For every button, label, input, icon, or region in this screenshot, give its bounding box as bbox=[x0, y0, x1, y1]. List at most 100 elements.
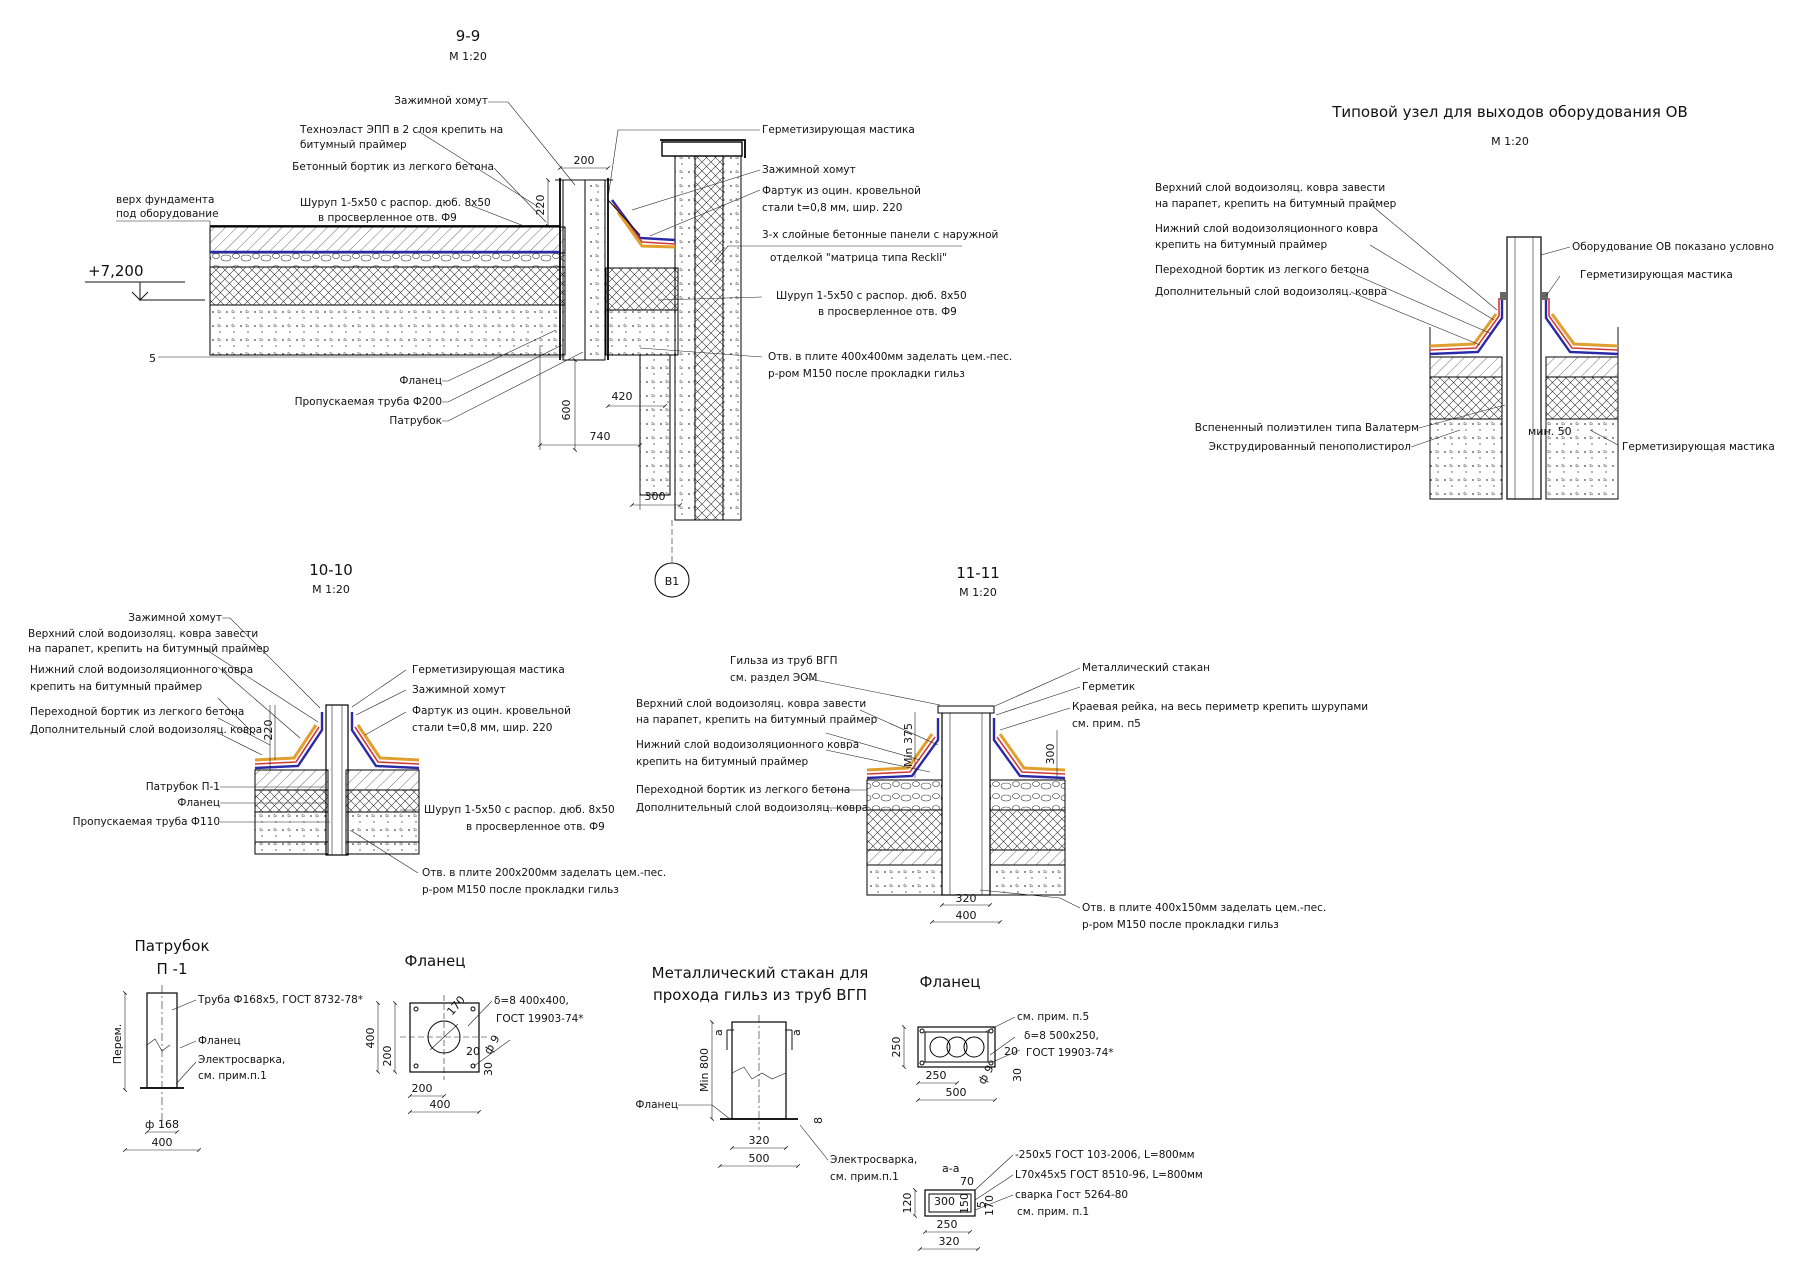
label-upper-layer-11-2: на парапет, крепить на битумный праймер bbox=[636, 714, 878, 726]
label-extra-layer-11: Дополнительный слой водоизоляц. ковра bbox=[636, 802, 868, 814]
label-sleeve-1: Гильза из труб ВГП bbox=[730, 655, 838, 667]
spigot-title-2: П -1 bbox=[156, 960, 187, 978]
typical-node-title: Типовой узел для выходов оборудования ОВ bbox=[1331, 103, 1688, 121]
cup-dim-min800: Min 800 bbox=[698, 1048, 711, 1092]
label-clamp-10-2: Зажимной хомут bbox=[412, 684, 506, 696]
spigot-var: Перем. bbox=[111, 1024, 124, 1065]
label-equipment: Оборудование ОВ показано условно bbox=[1572, 241, 1774, 253]
label-clamp-10: Зажимной хомут bbox=[128, 612, 222, 624]
label-technoelast-1: Техноэласт ЭПП в 2 слоя крепить на bbox=[299, 124, 503, 136]
label-curb-10: Переходной бортик из легкого бетона bbox=[30, 706, 244, 718]
label-mastic-10: Герметизирующая мастика bbox=[412, 664, 565, 676]
aa-dim-250: 250 bbox=[937, 1218, 958, 1231]
aa-dim-300: 300 bbox=[934, 1195, 955, 1208]
section-10-10: 10-10 М 1:20 bbox=[28, 561, 666, 896]
label-panel-2: отделкой "матрица типа Reckli" bbox=[770, 252, 947, 264]
label-flange: Фланец bbox=[399, 375, 442, 387]
leaders-typical bbox=[1343, 203, 1619, 448]
svg-text:600: 600 bbox=[560, 400, 573, 421]
label-lower-layer-10-1: Нижний слой водоизоляционного ковра bbox=[30, 664, 253, 676]
section-11-11: 11-11 М 1:20 bbox=[636, 564, 1368, 931]
flange1-dim-20: 20 bbox=[466, 1045, 480, 1058]
dim-min375: Min 375 bbox=[902, 723, 915, 767]
axis-bubble-b1: В1 bbox=[654, 520, 690, 598]
flange2-dim-500: 500 bbox=[946, 1086, 967, 1099]
label-hole-1: Отв. в плите 400х400мм заделать цем.-пес… bbox=[768, 351, 1012, 363]
section-9-9: 9-9 М 1:20 bbox=[85, 27, 1012, 598]
leaders-11-11: Min 375 300 320 400 bbox=[804, 667, 1081, 925]
typical-node-ov: Типовой узел для выходов оборудования ОВ… bbox=[1155, 103, 1775, 500]
aa-spec-3: сварка Гост 5264-80 bbox=[1015, 1189, 1128, 1201]
cup-dim-320: 320 bbox=[749, 1134, 770, 1147]
flange1-dim-170: 170 bbox=[444, 993, 467, 1017]
label-lower-layer-10-2: крепить на битумный праймер bbox=[30, 681, 202, 693]
svg-text:200: 200 bbox=[574, 154, 595, 167]
cut-mark-left: а bbox=[712, 1029, 725, 1036]
dim-min50: мин. 50 bbox=[1528, 425, 1572, 438]
level-mark: +7,200 5 bbox=[85, 262, 565, 365]
labels-right-9-9: Герметизирующая мастика Зажимной хомут Ф… bbox=[762, 124, 1012, 380]
svg-text:420: 420 bbox=[612, 390, 633, 403]
label-extra-layer: Дополнительный слой водоизоляц. ковра bbox=[1155, 286, 1387, 298]
label-technoelast-2: битумный праймер bbox=[300, 139, 407, 151]
label-flashing-2: стали t=0,8 мм, шир. 220 bbox=[762, 202, 902, 214]
dims-9-9: 200 220 420 600 740 300 bbox=[534, 154, 683, 510]
flange1-spec-2: ГОСТ 19903-74* bbox=[496, 1013, 584, 1025]
flange2-dim-250v: 250 bbox=[890, 1037, 903, 1058]
spigot-pipe-spec: Труба Ф168х5, ГОСТ 8732-78* bbox=[197, 994, 363, 1006]
aa-dim-320: 320 bbox=[939, 1235, 960, 1248]
cup-weld-1: Электросварка, bbox=[830, 1154, 917, 1166]
detail-flange-500: Фланец см. прим. п.5 δ=8 500х250, ГОСТ 1… bbox=[890, 973, 1114, 1103]
labels-11-11: Гильза из труб ВГП см. раздел ЭОМ Верхни… bbox=[636, 655, 1368, 931]
label-upper-layer-11-1: Верхний слой водоизоляц. ковра завести bbox=[636, 698, 866, 710]
label-mastic-typ: Герметизирующая мастика bbox=[1580, 269, 1733, 281]
label-foam-pe: Вспененный полиэтилен типа Валатерм bbox=[1195, 422, 1419, 434]
flange1-dim-400v: 400 bbox=[364, 1028, 377, 1049]
flange2-spec-1: δ=8 500х250, bbox=[1024, 1030, 1099, 1042]
cut-mark-right: а bbox=[790, 1029, 803, 1036]
label-mastic: Герметизирующая мастика bbox=[762, 124, 915, 136]
labels-10-10: Зажимной хомут Верхний слой водоизоляц. … bbox=[28, 612, 666, 896]
aa-spec-1: -250х5 ГОСТ 103-2006, L=800мм bbox=[1015, 1149, 1195, 1161]
label-sleeve-2: см. раздел ЭОМ bbox=[730, 672, 817, 684]
label-curb-11: Переходной бортик из легкого бетона bbox=[636, 784, 850, 796]
label-curb: Бетонный бортик из легкого бетона bbox=[292, 161, 494, 173]
label-metal-cup: Металлический стакан bbox=[1082, 662, 1210, 674]
label-pipe-200: Пропускаемая труба Ф200 bbox=[295, 396, 442, 408]
cup-weld-2: см. прим.п.1 bbox=[830, 1171, 899, 1183]
cup-title-1: Металлический стакан для bbox=[652, 964, 869, 982]
spigot-dim-168: ф 168 bbox=[145, 1118, 179, 1131]
cup-title-2: прохода гильз из труб ВГП bbox=[653, 986, 867, 1004]
label-clamp: Зажимной хомут bbox=[394, 95, 488, 107]
detail-flange-400: Фланец δ=8 400х400, ГОСТ 19903-74* 170 2… bbox=[364, 952, 584, 1115]
typical-node-drawing bbox=[1429, 236, 1619, 500]
label-upper-layer-1: Верхний слой водоизоляц. ковра завести bbox=[1155, 182, 1385, 194]
spigot-weld-1: Электросварка, bbox=[198, 1054, 285, 1066]
label-panel-1: 3-х слойные бетонные панели с наружной bbox=[762, 229, 998, 241]
label-screw-2: в просверленное отв. Ф9 bbox=[318, 212, 457, 224]
detail-section-aa: а-а -250х5 ГОСТ 103-2006, L=800мм L70х45… bbox=[901, 1149, 1203, 1252]
label-screw-r-2: в просверленное отв. Ф9 bbox=[818, 306, 957, 318]
label-upper-layer-10-2: на парапет, крепить на битумный праймер bbox=[28, 643, 270, 655]
section-9-9-scale: М 1:20 bbox=[449, 50, 487, 63]
label-spigot-p1: Патрубок П-1 bbox=[146, 781, 220, 793]
flange2-title: Фланец bbox=[920, 973, 981, 991]
cup-dim-500: 500 bbox=[749, 1152, 770, 1165]
label-flashing-10-2: стали t=0,8 мм, шир. 220 bbox=[412, 722, 552, 734]
aa-dim-150: 150 bbox=[958, 1193, 971, 1214]
flange1-spec-1: δ=8 400х400, bbox=[494, 995, 569, 1007]
aa-dim-70: 70 bbox=[960, 1175, 974, 1188]
label-clamp-2: Зажимной хомут bbox=[762, 164, 856, 176]
labels-typical: Верхний слой водоизоляц. ковра завести н… bbox=[1155, 182, 1775, 453]
flange1-dim-400: 400 bbox=[430, 1098, 451, 1111]
aa-dim-170: 170 bbox=[983, 1195, 996, 1216]
label-pipe-110: Пропускаемая труба Ф110 bbox=[73, 816, 220, 828]
section-10-10-title: 10-10 bbox=[309, 561, 353, 579]
flange1-title: Фланец bbox=[405, 952, 466, 970]
label-screw-10-2: в просверленное отв. Ф9 bbox=[466, 821, 605, 833]
flange2-dim-250: 250 bbox=[926, 1069, 947, 1082]
label-hole-11-1: Отв. в плите 400х150мм заделать цем.-пес… bbox=[1082, 902, 1326, 914]
label-hole-11-2: р-ром М150 после прокладки гильз bbox=[1082, 919, 1279, 931]
label-flange-10: Фланец bbox=[177, 797, 220, 809]
level-mark-text: +7,200 bbox=[88, 262, 144, 280]
